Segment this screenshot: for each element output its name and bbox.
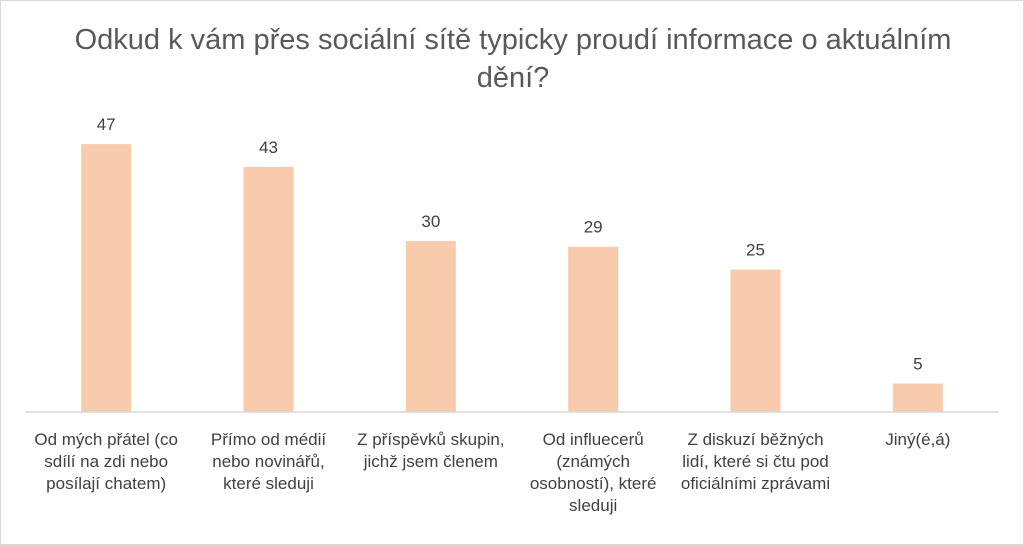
bar-1 [81,144,132,412]
category-label-3: Z příspěvků skupin, jichž jsem členem [357,430,505,471]
category-label-1: Od mých přátel (co sdílí na zdi nebo pos… [34,430,178,493]
bars-group [81,144,943,412]
data-labels-group: 47 43 30 29 25 5 [97,115,923,373]
bar-6 [892,383,943,412]
bar-5 [730,269,781,412]
bar-3 [405,241,456,412]
bar-2 [243,166,294,412]
data-label-3: 30 [421,212,440,231]
category-label-4: Od influecerů (známých osobností), které… [529,430,657,515]
category-label-2: Přímo od médií nebo novinářů, které sled… [210,430,327,493]
data-label-5: 25 [746,241,765,260]
category-label-6: Jiný(é,á) [885,430,951,449]
data-label-6: 5 [913,355,922,374]
data-label-4: 29 [584,218,603,237]
category-label-5: Z diskuzí běžných lidí, které si čtu pod… [680,430,831,493]
data-label-2: 43 [259,138,278,157]
data-label-1: 47 [97,115,116,134]
bar-4 [568,246,619,412]
chart-title: Odkud k vám přes sociální sítě typicky p… [74,24,952,94]
